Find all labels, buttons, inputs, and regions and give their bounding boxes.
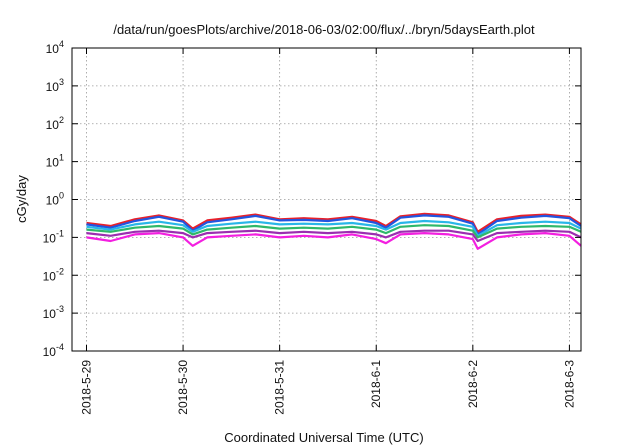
y-tick-label: 104: [46, 39, 64, 56]
y-tick-label: 10-4: [43, 342, 64, 359]
plot-frame: [71, 47, 582, 352]
y-tick-label: 103: [46, 77, 64, 94]
x-axis-label: Coordinated Universal Time (UTC): [224, 430, 423, 445]
y-tick-label: 10-2: [43, 266, 64, 283]
y-tick-label: 102: [46, 115, 64, 132]
x-tick-label: 2018-6-1: [369, 360, 383, 408]
x-tick-label: 2018-6-2: [466, 360, 480, 408]
series-line: [86, 232, 582, 250]
x-tick-label: 2018-5-29: [79, 360, 93, 415]
y-tick-label: 10-3: [43, 304, 64, 321]
x-tick-label: 2018-5-31: [273, 360, 287, 415]
x-tick-label: 2018-6-3: [562, 360, 576, 408]
x-tick-label: 2018-5-30: [176, 360, 190, 415]
series-line: [86, 214, 582, 236]
chart-title: /data/run/goesPlots/archive/2018-06-03/0…: [113, 22, 535, 37]
series-line: [86, 229, 582, 243]
series-line: [86, 212, 582, 233]
series-layer: [86, 212, 582, 250]
y-axis-label: cGy/day: [14, 175, 29, 223]
y-tick-label: 100: [46, 191, 64, 208]
y-tick-label: 10-1: [43, 228, 64, 245]
y-tick-label: 101: [46, 153, 64, 170]
series-line: [86, 224, 582, 239]
series-line: [86, 219, 582, 237]
axis-layer: 10-4 10-3 10-2 10-1 100 101 102 103 104 2018-5-29…: [43, 39, 581, 415]
grid-layer: [72, 48, 581, 351]
